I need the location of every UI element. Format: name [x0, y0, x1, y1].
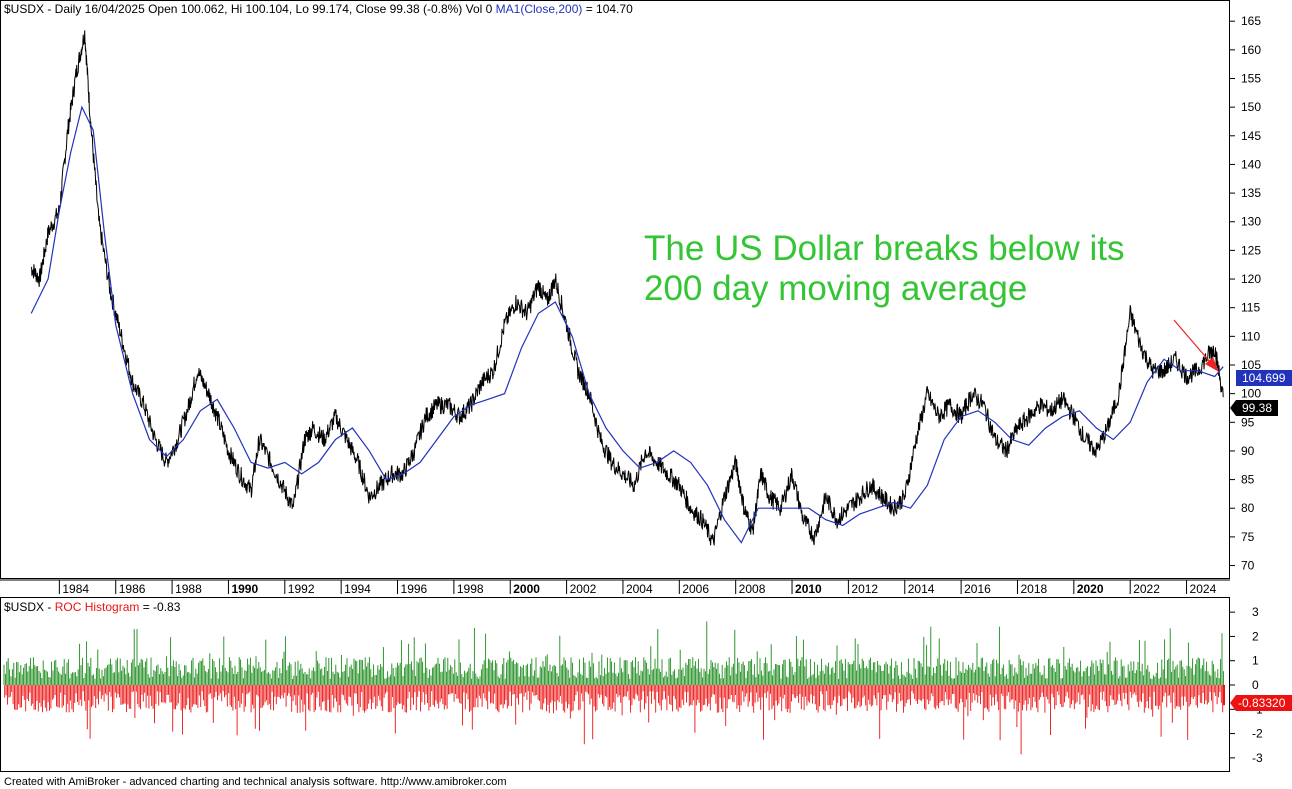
price-tick-label: 140 [1241, 157, 1261, 171]
roc-tick-label: 0 [1252, 678, 1259, 692]
ma-last-value: 104.699 [1242, 371, 1286, 385]
price-tick-label: 75 [1241, 530, 1255, 544]
price-tick-label: 85 [1241, 473, 1255, 487]
roc-header-value: = -0.83 [139, 600, 180, 614]
date-tick-label: 2024 [1190, 582, 1217, 596]
price-tick-label: 115 [1241, 301, 1260, 315]
date-tick-label: 2018 [1020, 582, 1047, 596]
roc-header: $USDX - ROC Histogram = -0.83 [4, 600, 181, 614]
date-tick-label: 2020 [1077, 582, 1104, 596]
price-line [30, 30, 1224, 546]
price-tick-label: 105 [1241, 358, 1261, 372]
header-symbol: $USDX [4, 2, 44, 16]
price-tick-label: 130 [1241, 215, 1261, 229]
header-ma-label: MA1(Close,200) [496, 2, 583, 16]
price-axis: 70 75 80 85 90 95 100 105 110 115 120 125 130 135 140 1… [1230, 14, 1261, 573]
close-last-label: 99.38 [1230, 400, 1278, 416]
price-tick-label: 135 [1241, 186, 1261, 200]
ma-last-label: 104.699 [1236, 370, 1292, 386]
ma-line [30, 105, 1224, 544]
roc-histogram [3, 621, 1225, 755]
roc-header-sep: - [44, 600, 55, 614]
roc-tick-label: -3 [1252, 751, 1263, 765]
date-tick-label: 2002 [570, 582, 597, 596]
roc-positive-bars [3, 621, 1224, 685]
date-tick-label: 2016 [964, 582, 991, 596]
date-tick-label: 2014 [908, 582, 935, 596]
date-tick-label: 1998 [457, 582, 484, 596]
date-tick-label: 1992 [288, 582, 315, 596]
header-ma-value: = 104.70 [582, 2, 633, 16]
roc-tick-label: 2 [1252, 629, 1259, 643]
close-last-value: 99.38 [1242, 401, 1272, 415]
date-tick-label: 2000 [513, 582, 540, 596]
roc-header-symbol: $USDX [4, 600, 44, 614]
annotation-line-1: The US Dollar breaks below its [644, 229, 1124, 268]
roc-header-label: ROC Histogram [55, 600, 140, 614]
date-tick-label: 2004 [626, 582, 653, 596]
price-tick-label: 125 [1241, 243, 1261, 257]
date-tick-label: 1994 [344, 582, 371, 596]
date-tick-label: 1984 [62, 582, 89, 596]
roc-negative-bars [4, 685, 1225, 755]
date-tick-label: 2006 [682, 582, 709, 596]
date-tick-label: 1996 [401, 582, 428, 596]
price-panel [0, 0, 1230, 579]
roc-axis: -3-2-10123 [1230, 605, 1263, 765]
roc-last-label: -0.83320 [1230, 695, 1292, 711]
price-tick-label: 70 [1241, 559, 1255, 573]
price-tick-label: 95 [1241, 415, 1255, 429]
roc-panel [0, 597, 1230, 772]
date-tick-label: 1988 [175, 582, 202, 596]
price-tick-label: 100 [1241, 387, 1261, 401]
date-tick-label: 2022 [1133, 582, 1160, 596]
roc-tick-label: 1 [1252, 654, 1259, 668]
price-tick-label: 145 [1241, 129, 1261, 143]
price-tick-label: 150 [1241, 100, 1261, 114]
price-tick-label: 110 [1241, 329, 1260, 343]
date-tick-label: 2008 [739, 582, 766, 596]
price-tick-label: 120 [1241, 272, 1261, 286]
date-tick-label: 1990 [231, 582, 258, 596]
date-tick-label: 1986 [119, 582, 146, 596]
date-tick-label: 2010 [795, 582, 822, 596]
price-tick-label: 155 [1241, 71, 1261, 85]
annotation-arrow-head [1205, 357, 1219, 372]
roc-tick-label: -2 [1252, 727, 1263, 741]
price-tick-label: 160 [1241, 43, 1261, 57]
price-tick-label: 90 [1241, 444, 1255, 458]
price-series-group [30, 30, 1224, 546]
annotation-arrow-shaft [1173, 319, 1211, 363]
roc-last-value: -0.83320 [1238, 696, 1286, 710]
annotation-line-2: 200 day moving average [644, 269, 1027, 308]
roc-tick-label: 3 [1252, 605, 1259, 619]
chart-header: $USDX - Daily 16/04/2025 Open 100.062, H… [4, 2, 633, 16]
date-tick-label: 2012 [851, 582, 878, 596]
header-info: - Daily 16/04/2025 Open 100.062, Hi 100.… [44, 2, 496, 16]
price-tick-label: 80 [1241, 501, 1255, 515]
price-tick-label: 165 [1241, 14, 1261, 28]
date-axis: 1984 1986 1988 1990 1992 1994 1996 1998 2000 2002… [58, 580, 1217, 596]
footer-credit: Created with AmiBroker - advanced charti… [4, 776, 507, 788]
